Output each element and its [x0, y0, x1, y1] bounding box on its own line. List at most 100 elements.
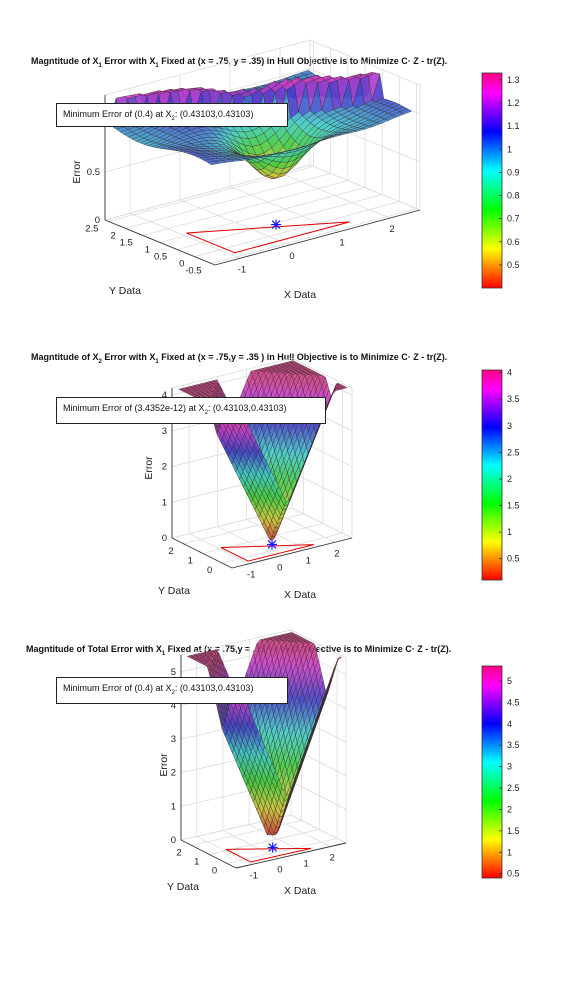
y-tick-label: 1: [194, 856, 199, 867]
colorbar-tick-label: 0.9: [507, 167, 520, 177]
y-axis-title: Y Data: [167, 881, 199, 893]
domain-triangle: [225, 847, 312, 863]
colorbar-tick-label: 4: [507, 368, 512, 378]
y-tick-label: 0.5: [154, 252, 167, 263]
colorbar-tick-label: 1.5: [507, 826, 520, 836]
y-axis-line: [180, 839, 237, 869]
colorbar-tick-label: 0.5: [507, 869, 520, 879]
colorbar-tick-label: 5: [507, 676, 512, 686]
colorbar-tick-label: 4.5: [507, 697, 520, 707]
x-axis-title: X Data: [284, 289, 316, 301]
x-tick-label: -1: [238, 264, 246, 275]
y-axis-line: [171, 537, 233, 569]
colorbar: 0.5 1 1.5 2 2.5 3 3.5 4 4.5 5: [481, 665, 520, 879]
x-axis-title: X Data: [284, 885, 316, 897]
y-tick-label: 0: [212, 865, 217, 876]
minimum-marker: [267, 842, 278, 853]
y-tick-label: 2: [176, 847, 181, 858]
colorbar-tick-label: 0.7: [507, 214, 520, 224]
x-tick-label: 2: [389, 224, 394, 235]
z-tick-label: 0.5: [87, 167, 100, 178]
x-tick-label: 1: [339, 237, 344, 248]
colorbar-tick-label: 0.8: [507, 191, 520, 201]
x-tick-label: 2: [334, 548, 339, 559]
colorbar-tick-label: 1.3: [507, 75, 520, 85]
y-tick-label: 1: [145, 245, 150, 256]
x-tick-label: -1: [247, 570, 255, 581]
y-tick-label: -0.5: [185, 266, 201, 277]
x-tick-label: 0: [277, 563, 282, 574]
grid-line: [104, 39, 311, 96]
colorbar-gradient: [481, 665, 503, 879]
colorbar-tick-label: 3: [507, 762, 512, 772]
z-tick-label: 0: [171, 835, 176, 846]
colorbar-tick-label: 3.5: [507, 740, 520, 750]
y-axis-title: Y Data: [158, 585, 190, 597]
x-tick-label: -1: [249, 870, 257, 881]
grid-line: [180, 629, 292, 656]
grid-line: [194, 201, 400, 257]
colorbar-tick-label: 3: [507, 421, 512, 431]
colorbar: 0.5 1 1.5 2 2.5 3 3.5 4: [481, 368, 520, 581]
grid-line: [291, 357, 353, 389]
colorbar-tick-label: 2: [507, 474, 512, 484]
z-tick-label: 5: [171, 667, 176, 678]
grid-line: [290, 629, 347, 659]
y-tick-label: 0: [179, 259, 184, 270]
colorbar-tick-label: 0.6: [507, 237, 520, 247]
colorbar-tick-label: 1: [507, 144, 512, 154]
z-axis-title: Error: [71, 160, 83, 184]
x-tick-label: 0: [289, 251, 294, 262]
grid-line: [171, 357, 293, 389]
colorbar: 0.5 0.6 0.7 0.8 0.9 1 1.1 1.2 1.3: [481, 72, 520, 289]
x-axis-title: X Data: [284, 589, 316, 601]
colorbar-gradient: [481, 369, 503, 581]
z-tick-label: 3: [171, 734, 176, 745]
surface-facet: [336, 656, 343, 663]
domain-triangle: [220, 544, 314, 562]
x-tick-label: 2: [330, 853, 335, 864]
chart-panel-x2-error: Magntitude of X2 Error with X1 Fixed at …: [0, 320, 578, 620]
chart-panel-total-error: Magntitude of Total Error with X1 Fixed …: [0, 620, 578, 920]
domain-triangle: [186, 221, 350, 254]
z-axis-title: Error: [158, 753, 170, 777]
z-axis-title: Error: [143, 456, 155, 480]
y-axis-line: [104, 219, 216, 266]
x-tick-label: 0: [277, 864, 282, 875]
grid-line: [290, 814, 347, 844]
grid-line: [191, 820, 302, 846]
colorbar-tick-label: 2.5: [507, 447, 520, 457]
surface-mesh: [178, 360, 348, 541]
colorbar-tick-label: 1.2: [507, 98, 520, 108]
colorbar-tick-label: 1.5: [507, 501, 520, 511]
grid-line: [291, 471, 353, 503]
grid-line: [125, 173, 331, 229]
y-tick-label: 1.5: [120, 237, 133, 248]
colorbar-tick-label: 1: [507, 847, 512, 857]
surface-facet: [399, 108, 413, 115]
chart-panel-x1-error: Magntitude of X1 Error with X1 Fixed at …: [0, 0, 578, 320]
surface-mesh: [186, 632, 343, 836]
z-tick-label: 4: [171, 700, 176, 711]
x-axis-line: [235, 842, 347, 869]
z-tick-label: 4: [162, 390, 167, 401]
colorbar-tick-label: 1.1: [507, 121, 520, 131]
colorbar-tick-label: 0.5: [507, 260, 520, 270]
minimum-marker: [267, 539, 278, 550]
surface-facet: [341, 386, 348, 389]
y-tick-label: 2: [110, 230, 115, 241]
y-tick-label: 2.5: [85, 223, 98, 234]
minimum-annotation: Minimum Error of (0.4) at X2: (0.43103,0…: [56, 103, 288, 127]
colorbar-gradient: [481, 72, 503, 289]
grid-line: [183, 513, 304, 545]
grid-line: [159, 187, 366, 243]
colorbar-tick-label: 2.5: [507, 783, 520, 793]
minimum-annotation: Minimum Error of (3.4352e-12) at X2: (0.…: [56, 397, 326, 424]
colorbar-tick-label: 2: [507, 804, 512, 814]
z-tick-label: 0: [95, 215, 100, 226]
y-tick-label: 1: [188, 555, 193, 566]
grid-line: [290, 781, 347, 810]
